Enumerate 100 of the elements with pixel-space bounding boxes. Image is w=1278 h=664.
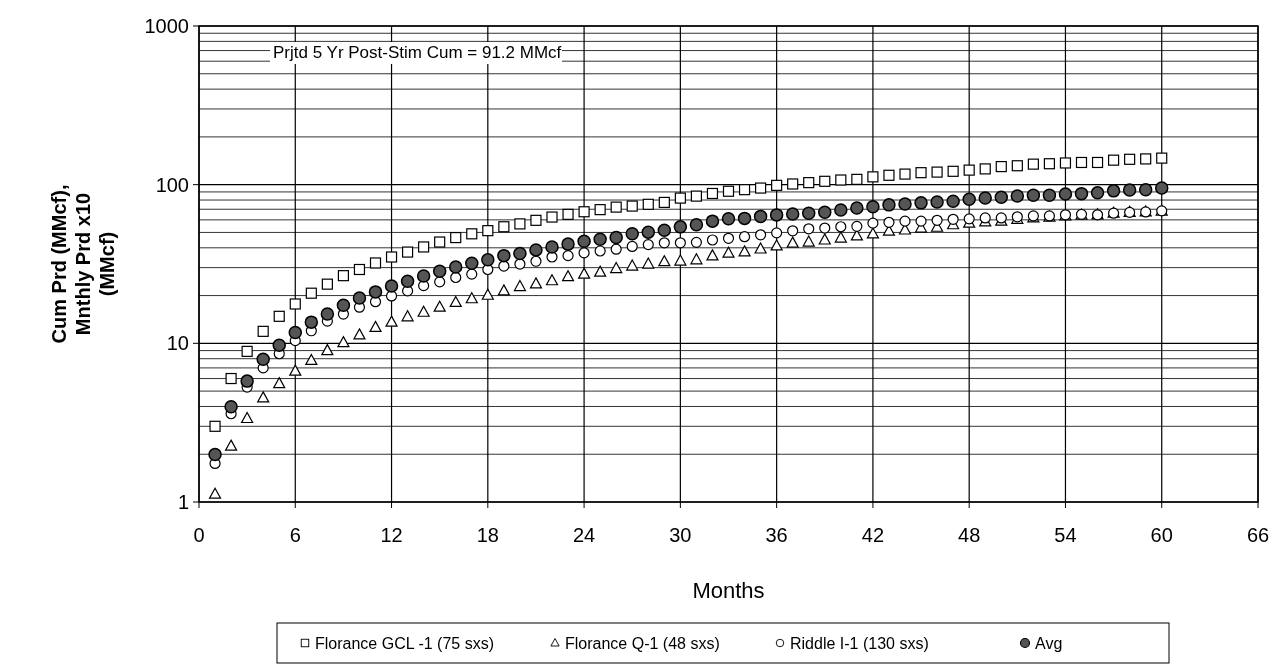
point <box>401 246 414 258</box>
point <box>642 257 655 269</box>
point <box>385 315 398 327</box>
point <box>353 263 366 276</box>
point <box>1043 158 1056 170</box>
point <box>369 257 382 269</box>
legend-label: Avg <box>1035 635 1063 652</box>
point <box>1154 181 1169 195</box>
point <box>737 211 752 226</box>
point <box>803 223 815 235</box>
point <box>1106 184 1121 198</box>
point <box>337 270 350 282</box>
x-tick-label: 24 <box>572 524 596 546</box>
point <box>1124 153 1136 165</box>
point <box>642 239 654 251</box>
point <box>866 227 880 239</box>
point <box>818 233 831 245</box>
point <box>577 234 591 248</box>
point <box>722 246 735 258</box>
point <box>240 374 254 388</box>
point <box>593 232 607 246</box>
point <box>368 285 383 299</box>
point <box>963 164 975 176</box>
point <box>449 295 462 308</box>
point <box>305 353 318 366</box>
point <box>899 215 911 227</box>
point <box>673 220 688 234</box>
point <box>384 279 399 293</box>
point <box>1091 156 1104 169</box>
point <box>321 278 333 290</box>
point <box>448 260 463 274</box>
point <box>257 391 270 403</box>
point <box>753 209 768 224</box>
point <box>337 336 350 348</box>
point <box>481 253 495 267</box>
point <box>513 246 527 261</box>
point <box>514 218 526 230</box>
x-axis-title: Months <box>692 578 765 603</box>
point <box>705 214 720 228</box>
point <box>610 243 622 255</box>
point <box>1075 156 1088 169</box>
point <box>626 259 639 271</box>
point <box>818 205 832 220</box>
point <box>385 290 398 302</box>
x-tick-label: 54 <box>1054 524 1077 546</box>
point <box>369 320 382 333</box>
point <box>979 163 991 175</box>
point <box>657 223 672 238</box>
point <box>578 247 590 259</box>
point <box>450 231 462 244</box>
point <box>850 201 864 215</box>
point <box>658 196 670 209</box>
point <box>256 352 270 367</box>
point <box>674 237 686 249</box>
point <box>834 203 848 217</box>
point <box>400 274 415 289</box>
point <box>626 240 638 253</box>
point <box>320 307 335 321</box>
y-tick-label: 100 <box>155 173 189 196</box>
point <box>819 175 831 187</box>
point <box>208 487 222 499</box>
point <box>978 191 992 205</box>
point <box>674 254 687 266</box>
point <box>529 277 543 289</box>
point <box>1042 188 1057 202</box>
point <box>1027 158 1039 170</box>
legend-label: Riddle I-1 (130 sxs) <box>790 635 929 652</box>
x-tick-label: 30 <box>669 524 692 546</box>
point <box>754 229 767 241</box>
point <box>785 207 800 221</box>
point <box>706 187 719 200</box>
point <box>946 194 960 209</box>
point <box>594 265 607 277</box>
point <box>610 261 623 274</box>
point <box>1026 188 1041 202</box>
annotation: Prjtd 5 Yr Post-Stim Cum = 91.2 MMcf <box>273 43 562 62</box>
point <box>738 184 751 196</box>
point <box>690 190 703 202</box>
point <box>497 284 510 296</box>
point <box>1074 186 1089 201</box>
point <box>1059 157 1072 169</box>
point <box>482 225 494 237</box>
point <box>625 227 639 241</box>
point <box>802 235 815 247</box>
point <box>545 274 559 286</box>
y-tick-label: 1 <box>177 491 189 513</box>
point <box>465 292 478 304</box>
x-tick-label: 6 <box>289 524 301 546</box>
point <box>241 411 254 424</box>
point <box>417 305 430 317</box>
point <box>690 253 703 265</box>
point <box>1011 160 1023 172</box>
point <box>1058 187 1073 201</box>
point <box>352 291 367 305</box>
point <box>882 198 896 212</box>
point <box>771 227 783 239</box>
point <box>947 213 959 225</box>
point <box>674 192 686 204</box>
point <box>513 279 527 292</box>
point <box>931 214 943 226</box>
